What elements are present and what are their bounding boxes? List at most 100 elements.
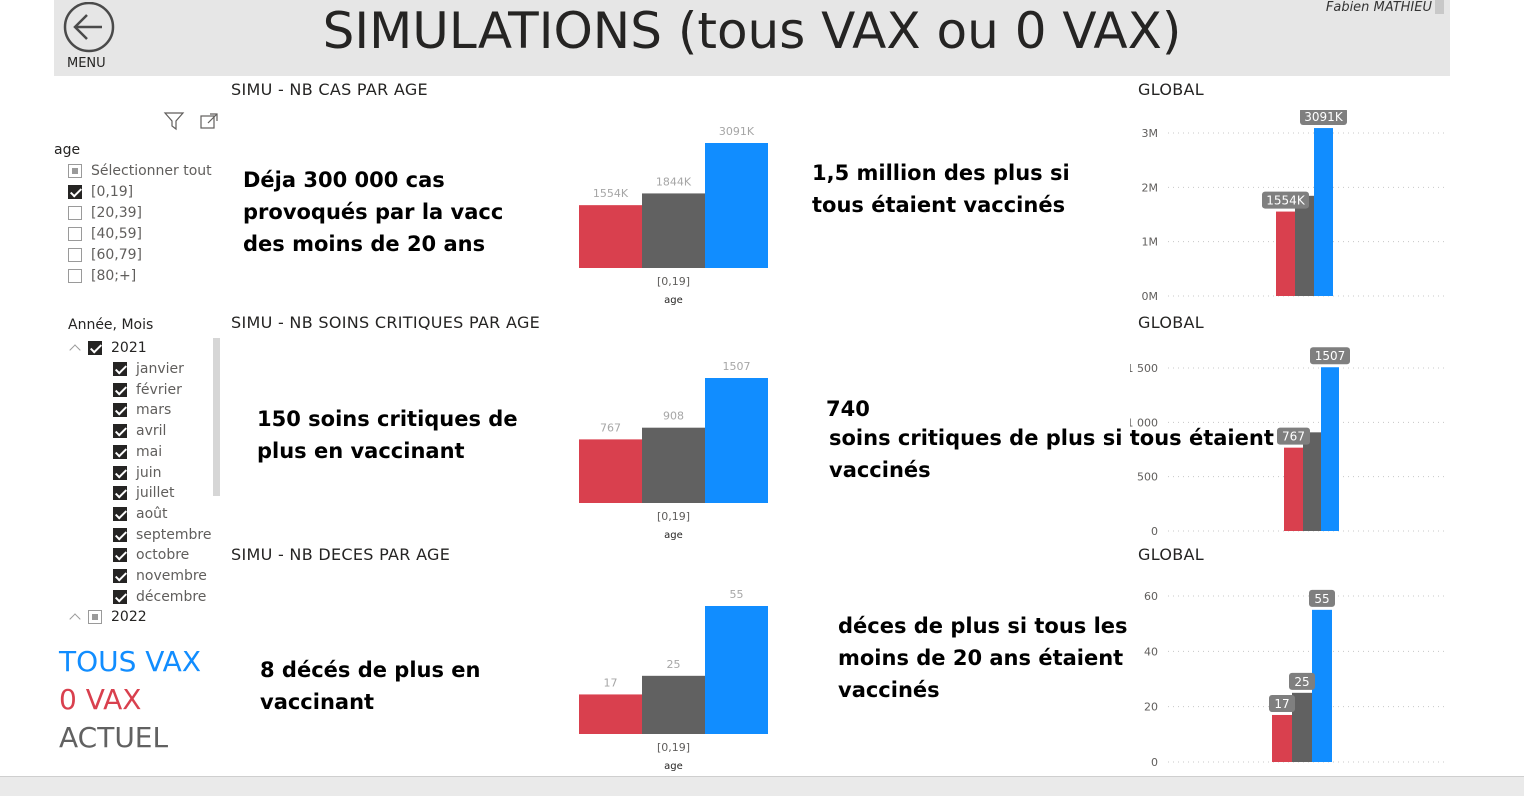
bar-0[interactable] — [579, 694, 642, 734]
age-option-row[interactable]: [60,79] — [68, 245, 142, 265]
month-option-row[interactable]: octobre — [113, 545, 189, 565]
age-option-row[interactable]: Sélectionner tout — [68, 161, 212, 181]
bar-1[interactable] — [642, 193, 705, 268]
annotation-line: vaccinés — [829, 458, 931, 482]
month-checkbox[interactable] — [113, 424, 127, 439]
bar-2[interactable] — [1312, 609, 1332, 762]
bar-value-label: 767 — [600, 421, 621, 434]
annotation-line: plus en vaccinant — [257, 439, 465, 463]
slicer-scrollbar[interactable] — [213, 338, 220, 496]
age-option-row[interactable]: [40,59] — [68, 224, 142, 244]
year-2021-checkbox[interactable] — [88, 341, 102, 355]
month-option-row[interactable]: avril — [113, 421, 166, 441]
age-option-checkbox[interactable] — [68, 206, 82, 220]
month-checkbox[interactable] — [113, 382, 127, 397]
month-checkbox[interactable] — [113, 362, 127, 376]
month-label: août — [136, 505, 168, 522]
collapse-caret-icon[interactable] — [68, 342, 82, 354]
bar-1[interactable] — [1303, 432, 1321, 531]
month-option-row[interactable]: février — [113, 380, 182, 400]
age-option-checkbox[interactable] — [68, 164, 82, 178]
global-title-soins: GLOBAL — [1138, 313, 1204, 332]
annotation-line: provoqués par la vacc — [243, 200, 504, 224]
month-option-row[interactable]: août — [113, 504, 168, 524]
month-option-row[interactable]: mars — [113, 400, 171, 420]
age-option-row[interactable]: [0,19] — [68, 182, 133, 202]
bar-2[interactable] — [705, 143, 768, 268]
bar-1[interactable] — [1295, 195, 1314, 296]
month-checkbox[interactable] — [113, 527, 127, 542]
global-bar-chart-cas[interactable]: 0M 1M 2M 3M 1554K 3091K — [1130, 110, 1450, 305]
legend-zero-vax: 0 VAX — [59, 683, 142, 716]
age-option-row[interactable]: [80;+] — [68, 266, 136, 286]
collapse-caret-icon[interactable] — [68, 611, 82, 623]
bar-0[interactable] — [579, 439, 642, 503]
age-option-label: [60,79] — [91, 247, 143, 263]
age-option-checkbox[interactable] — [68, 269, 82, 283]
bar-value-label: 1554K — [593, 187, 629, 200]
age-bar-chart-cas[interactable]: 1554K 1844K 3091K [0,19] age — [570, 115, 780, 310]
annotation-line: Déja 300 000 cas — [243, 168, 445, 192]
bar-0[interactable] — [1284, 447, 1303, 531]
month-option-row[interactable]: juin — [113, 463, 162, 483]
callout-box — [1309, 589, 1335, 607]
bar-callout: 767 — [1277, 427, 1310, 445]
annotation-cas-right: 1,5 million des plus si tous étaient vac… — [812, 157, 1070, 221]
bar-value-label: 25 — [667, 658, 681, 671]
focus-mode-icon[interactable] — [199, 112, 219, 130]
x-axis-title: age — [664, 530, 683, 541]
bar-2[interactable] — [1314, 128, 1333, 296]
year-2022-row[interactable]: 2022 — [68, 607, 147, 627]
month-option-row[interactable]: janvier — [113, 359, 184, 379]
year-2022-checkbox[interactable] — [88, 610, 102, 624]
bar-2[interactable] — [705, 606, 768, 734]
month-checkbox[interactable] — [113, 403, 127, 418]
menu-back-button[interactable]: MENU — [62, 1, 116, 72]
y-tick-label: 1 500 — [1130, 362, 1158, 375]
annotation-soins-left: 150 soins critiques de plus en vaccinant — [257, 403, 518, 467]
year-2021-row[interactable]: 2021 — [68, 338, 147, 358]
callout-label: 3091K — [1304, 110, 1344, 124]
age-option-checkbox[interactable] — [68, 248, 82, 262]
annotation-line: tous étaient vaccinés — [812, 193, 1066, 217]
month-option-row[interactable]: mai — [113, 442, 162, 462]
bar-value-label: 55 — [730, 588, 744, 601]
month-option-row[interactable]: décembre — [113, 587, 206, 607]
bar-0[interactable] — [579, 205, 642, 268]
month-checkbox[interactable] — [113, 589, 127, 604]
filter-icon[interactable] — [163, 111, 185, 131]
annotation-deces-left: 8 décés de plus en vaccinant — [260, 654, 480, 718]
callout-box — [1269, 694, 1295, 712]
month-checkbox[interactable] — [113, 486, 127, 501]
global-bar-chart-soins[interactable]: 0 500 1 000 1 500 767 1507 — [1130, 345, 1450, 540]
bar-1[interactable] — [642, 427, 705, 503]
bar-0[interactable] — [1272, 714, 1292, 762]
bar-value-label: 1507 — [723, 360, 751, 373]
bar-0[interactable] — [1276, 211, 1295, 296]
month-checkbox[interactable] — [113, 548, 127, 563]
global-bar-chart-deces[interactable]: 0 20 40 60 17 25 55 — [1130, 573, 1450, 771]
month-option-row[interactable]: septembre — [113, 525, 211, 545]
age-option-row[interactable]: [20,39] — [68, 203, 142, 223]
section-title-cas: SIMU - NB CAS PAR AGE — [231, 80, 428, 99]
month-checkbox[interactable] — [113, 444, 127, 459]
bar-1[interactable] — [642, 675, 705, 734]
age-bar-chart-deces[interactable]: 17 25 55 [0,19] age — [570, 578, 780, 776]
month-option-row[interactable]: juillet — [113, 483, 175, 503]
month-checkbox[interactable] — [113, 465, 127, 480]
age-option-label: [40,59] — [91, 226, 143, 242]
x-tick-label: [0,19] — [657, 741, 690, 754]
y-tick-label: 60 — [1144, 590, 1158, 603]
bar-2[interactable] — [705, 378, 768, 503]
month-checkbox[interactable] — [113, 569, 127, 583]
age-option-checkbox[interactable] — [68, 185, 82, 199]
bar-callout: 3091K — [1300, 110, 1347, 126]
month-checkbox[interactable] — [113, 506, 127, 521]
age-bar-chart-soins[interactable]: 767 908 1507 [0,19] age — [570, 350, 780, 545]
bar-1[interactable] — [1292, 692, 1312, 762]
age-option-checkbox[interactable] — [68, 227, 82, 241]
author-name: Fabien MATHIEU — [1325, 0, 1432, 15]
callout-label: 17 — [1274, 697, 1289, 711]
month-option-row[interactable]: novembre — [113, 566, 207, 586]
bar-2[interactable] — [1321, 367, 1339, 531]
